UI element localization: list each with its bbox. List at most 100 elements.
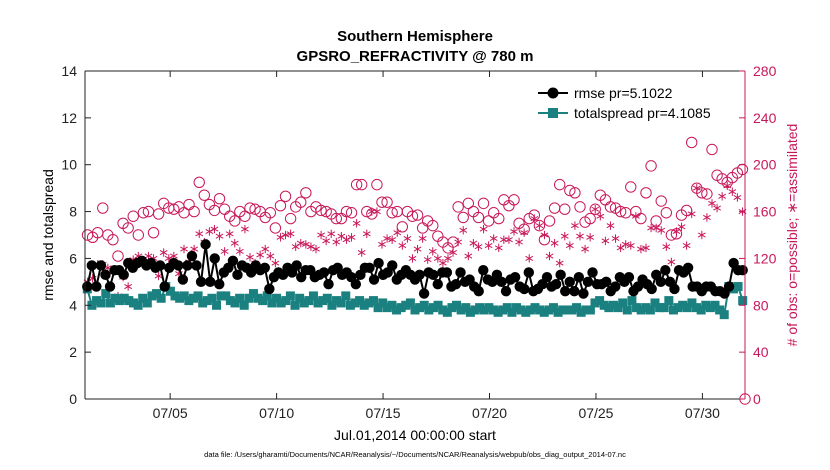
assimilated-point [337, 231, 346, 241]
possible-point [706, 143, 718, 156]
assimilated-point [373, 207, 381, 216]
possible-point [696, 187, 708, 199]
rmse-point [318, 267, 330, 278]
totalspread-point [92, 296, 102, 306]
possible-point [645, 160, 657, 172]
totalspread-point [364, 298, 374, 308]
legend-totalspread-label: totalspread pr=4.1085 [574, 105, 711, 121]
rmse-point [100, 269, 111, 281]
totalspread-point [641, 303, 651, 313]
totalspread-point [101, 289, 111, 299]
totalspread-point [438, 305, 448, 315]
y2-tick-label: 80 [753, 297, 769, 313]
totalspread-point [378, 298, 388, 308]
possible-point [284, 212, 297, 225]
assimilated-point [291, 242, 300, 251]
totalspread-point [668, 305, 678, 315]
assimilated-point [230, 239, 239, 248]
rmse-point [118, 269, 129, 281]
assimilated-point [469, 239, 478, 248]
totalspread-point [368, 296, 378, 306]
rmse-point [555, 269, 566, 281]
rmse-point [323, 279, 334, 290]
totalspread-point [401, 300, 411, 310]
totalspread-point [521, 307, 531, 317]
assimilated-point [606, 221, 615, 230]
totalspread-point [701, 300, 711, 310]
rmse-point [186, 250, 198, 262]
assimilated-point [520, 228, 529, 237]
possible-point [381, 196, 393, 208]
possible-point [264, 207, 277, 219]
assimilated-point [697, 230, 706, 240]
totalspread-point [581, 305, 591, 315]
rmse-point [660, 264, 671, 276]
possible-point [239, 210, 251, 222]
rmse-point [350, 279, 362, 290]
totalspread-point [165, 286, 175, 296]
assimilated-point [591, 205, 600, 214]
totalspread-point [655, 303, 665, 313]
assimilated-point [154, 271, 163, 281]
rmse-point [473, 286, 484, 297]
possible-point [371, 178, 383, 191]
assimilated-point [266, 251, 275, 261]
assimilated-point [484, 241, 493, 250]
x-tick-label: 07/15 [366, 405, 401, 421]
assimilated-point [296, 239, 305, 248]
totalspread-point [258, 296, 268, 306]
assimilated-point [327, 229, 336, 239]
totalspread-point [548, 303, 558, 313]
possible-point [477, 197, 490, 210]
assimilated-point [626, 241, 635, 250]
totalspread-point [608, 300, 618, 310]
assimilated-point [418, 234, 427, 243]
totalspread-point [128, 298, 138, 308]
assimilated-point [718, 192, 727, 201]
totalspread-point [115, 296, 125, 306]
rmse-point [610, 281, 621, 292]
x-tick-label: 07/30 [685, 405, 720, 421]
assimilated-point [677, 222, 686, 231]
possible-point [295, 196, 307, 208]
totalspread-point [188, 293, 198, 303]
totalspread-point [738, 296, 748, 306]
assimilated-point [286, 229, 295, 239]
assimilated-point [576, 231, 584, 241]
rmse-point [455, 267, 466, 278]
possible-point [127, 210, 139, 222]
totalspread-point [613, 303, 623, 313]
rmse-point [623, 271, 635, 283]
totalspread-point [290, 300, 300, 310]
assimilated-point [505, 235, 513, 244]
rmse-point [723, 281, 735, 292]
assimilated-point [449, 248, 457, 257]
totalspread-point [512, 303, 522, 313]
totalspread-point [659, 303, 669, 313]
footnote: data file: /Users/gharamti/Documents/NCA… [204, 450, 626, 459]
legend-rmse-marker [547, 87, 559, 99]
totalspread-point [207, 293, 217, 303]
y-tick-label: 10 [61, 157, 77, 173]
possible-point [457, 211, 469, 224]
totalspread-point [308, 291, 318, 301]
assimilated-point [555, 258, 564, 268]
rmse-point [86, 260, 98, 271]
rmse-point [159, 281, 170, 292]
y-axis-label: rmse and totalspread [40, 169, 56, 301]
totalspread-point [359, 300, 369, 310]
assimilated-point [454, 237, 463, 247]
possible-point [452, 201, 464, 213]
rmse-point [154, 260, 166, 271]
totalspread-point [493, 307, 503, 317]
assimilated-point [408, 254, 417, 263]
totalspread-point [479, 305, 489, 315]
assimilated-point [596, 212, 605, 221]
totalspread-point [170, 291, 180, 301]
totalspread-point [516, 305, 526, 315]
rmse-point [373, 257, 384, 269]
assimilated-point [459, 226, 468, 235]
possible-point [604, 201, 617, 213]
totalspread-point [488, 305, 498, 315]
rmse-point [509, 271, 521, 283]
